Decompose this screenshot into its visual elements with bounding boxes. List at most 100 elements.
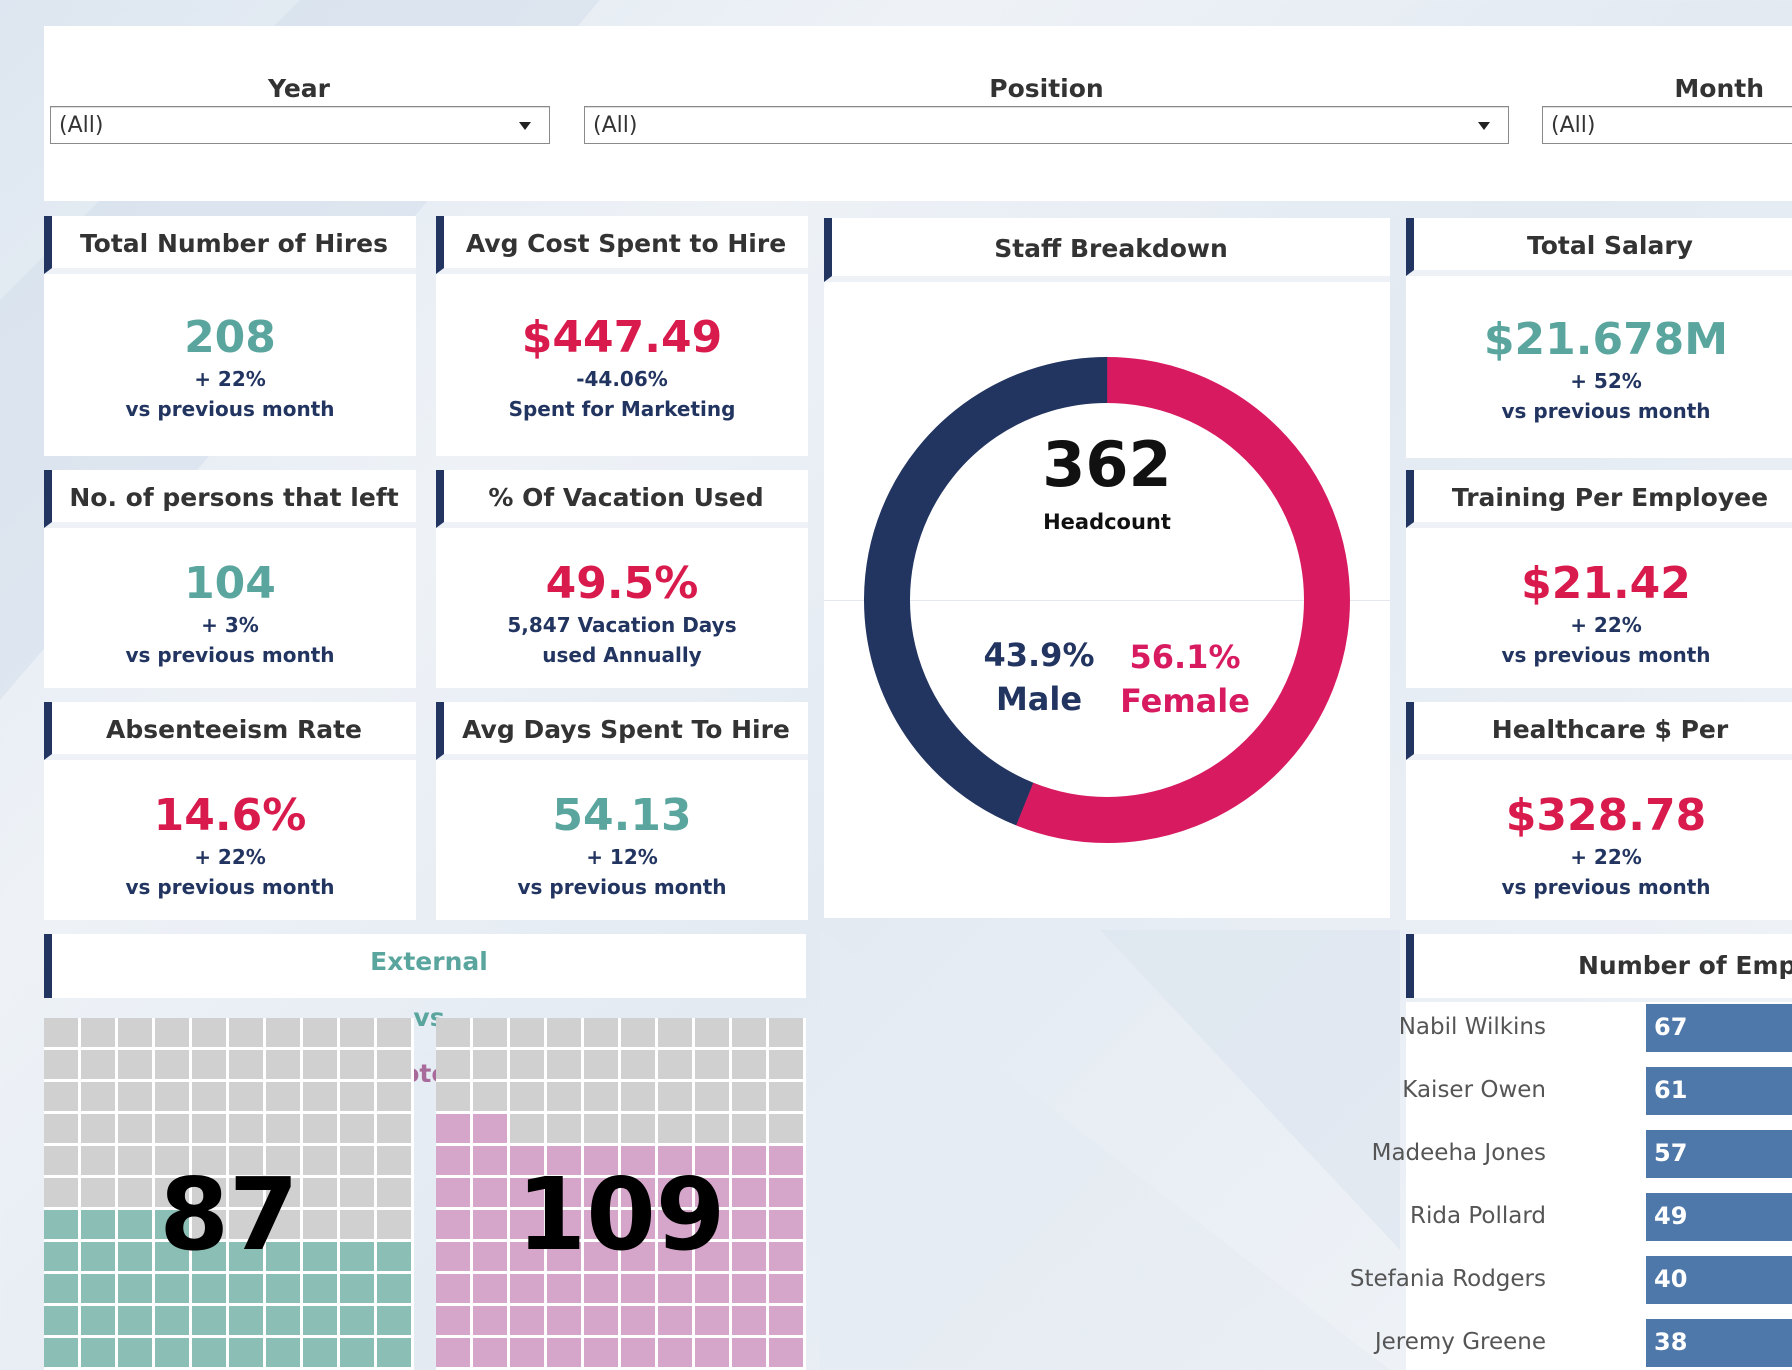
waffle-cell: [118, 1114, 152, 1143]
waffle-cell: [658, 1146, 692, 1175]
waffle-cell: [81, 1018, 115, 1047]
kpi-title: % Of Vacation Used: [488, 483, 764, 512]
waffle-cell: [695, 1210, 729, 1239]
waffle-cell: [303, 1082, 337, 1111]
waffle-cell: [44, 1242, 78, 1271]
waffle-cell: [695, 1114, 729, 1143]
waffle-cell: [547, 1274, 581, 1303]
waffle-cell: [155, 1338, 189, 1367]
kpi-title: Avg Days Spent To Hire: [462, 715, 790, 744]
waffle-cell: [769, 1050, 803, 1079]
position-select-value: (All): [593, 113, 638, 138]
kpi-value: $447.49: [521, 312, 723, 363]
employee-bar-row: Madeeha Jones 57: [1372, 1130, 1792, 1180]
waffle-cell: [732, 1146, 766, 1175]
waffle-cell: [155, 1146, 189, 1175]
employee-name: Jeremy Greene: [1374, 1329, 1546, 1355]
waffle-cell: [118, 1210, 152, 1239]
position-select[interactable]: (All): [584, 106, 1509, 144]
waffle-cell: [769, 1018, 803, 1047]
waffle-cell: [547, 1178, 581, 1207]
waffle-cell: [229, 1306, 263, 1335]
waffle-cell: [621, 1082, 655, 1111]
kpi-title: Total Number of Hires: [79, 229, 389, 258]
waffle-cell: [340, 1178, 374, 1207]
waffle-cell: [547, 1338, 581, 1367]
kpi-note: vs previous month: [517, 875, 727, 899]
employee-bar-row: Rida Pollard 49: [1406, 1193, 1792, 1243]
kpi-value: $328.78: [1505, 790, 1707, 841]
waffle-cell: [473, 1338, 507, 1367]
waffle-cell: [695, 1242, 729, 1271]
employee-name: Nabil Wilkins: [1398, 1014, 1546, 1040]
waffle-cell: [658, 1210, 692, 1239]
waffle-cell: [81, 1178, 115, 1207]
waffle-cell: [658, 1274, 692, 1303]
waffle-cell: [658, 1018, 692, 1047]
waffle-cell: [695, 1018, 729, 1047]
year-select[interactable]: (All): [50, 106, 550, 144]
kpi-note: vs previous month: [125, 875, 335, 899]
waffle-cell: [547, 1018, 581, 1047]
kpi-card-healthcare: Healthcare $ Per $328.78 + 22% vs previo…: [1406, 702, 1792, 920]
waffle-cell: [621, 1018, 655, 1047]
waffle-cell: [266, 1018, 300, 1047]
waffle-cell: [510, 1018, 544, 1047]
waffle-cell: [377, 1018, 411, 1047]
month-select[interactable]: (All): [1542, 106, 1792, 144]
waffle-cell: [510, 1274, 544, 1303]
waffle-cell: [303, 1018, 337, 1047]
kpi-change: -44.06%: [576, 367, 668, 391]
kpi-card-absenteeism: Absenteeism Rate 14.6% + 22% vs previous…: [44, 702, 416, 920]
waffle-cell: [377, 1114, 411, 1143]
waffle-cell: [621, 1338, 655, 1367]
waffle-cell: [340, 1242, 374, 1271]
waffle-cell: [340, 1210, 374, 1239]
waffle-cell: [473, 1114, 507, 1143]
waffle-cell: [732, 1050, 766, 1079]
waffle-cell: [473, 1178, 507, 1207]
employee-bar-value: 67: [1654, 1013, 1688, 1041]
waffle-cell: [769, 1146, 803, 1175]
filter-bar: Year (All) Position (All) Month (All): [44, 26, 1792, 201]
waffle-cell: [118, 1306, 152, 1335]
employee-bar: [1646, 1193, 1792, 1241]
kpi-title: No. of persons that left: [69, 483, 399, 512]
waffle-cell: [229, 1274, 263, 1303]
position-filter-label: Position: [989, 74, 1104, 103]
waffle-cell: [695, 1274, 729, 1303]
kpi-title: Training Per Employee: [1451, 483, 1769, 512]
kpi-value: 14.6%: [153, 790, 307, 841]
waffle-cell: [584, 1082, 618, 1111]
waffle-cell: [377, 1274, 411, 1303]
waffle-cell: [436, 1338, 470, 1367]
employee-name: Rida Pollard: [1409, 1203, 1546, 1229]
waffle-cell: [155, 1306, 189, 1335]
kpi-change: + 22%: [194, 367, 266, 391]
waffle-cell: [473, 1082, 507, 1111]
waffle-cell: [44, 1178, 78, 1207]
external-hires-value: 87: [159, 1156, 299, 1273]
waffle-cell: [229, 1178, 263, 1207]
waffle-cell: [192, 1210, 226, 1239]
waffle-cell: [44, 1210, 78, 1239]
waffle-cell: [732, 1274, 766, 1303]
waffle-cell: [732, 1114, 766, 1143]
waffle-cell: [303, 1050, 337, 1079]
waffle-cell: [547, 1082, 581, 1111]
kpi-note: Spent for Marketing: [508, 397, 736, 421]
waffle-cell: [547, 1114, 581, 1143]
waffle-cell: [303, 1306, 337, 1335]
waffle-cell: [266, 1338, 300, 1367]
waffle-cell: [81, 1242, 115, 1271]
waffle-cell: [769, 1274, 803, 1303]
kpi-note: vs previous month: [125, 643, 335, 667]
kpi-change: + 22%: [1570, 613, 1642, 637]
kpi-value: 208: [184, 312, 276, 363]
waffle-cell: [436, 1082, 470, 1111]
waffle-cell: [229, 1018, 263, 1047]
waffle-cell: [769, 1210, 803, 1239]
waffle-cell: [584, 1146, 618, 1175]
waffle-cell: [118, 1050, 152, 1079]
staff-breakdown-card: Staff Breakdown 362 Headcount 43.9% Male…: [824, 218, 1390, 918]
